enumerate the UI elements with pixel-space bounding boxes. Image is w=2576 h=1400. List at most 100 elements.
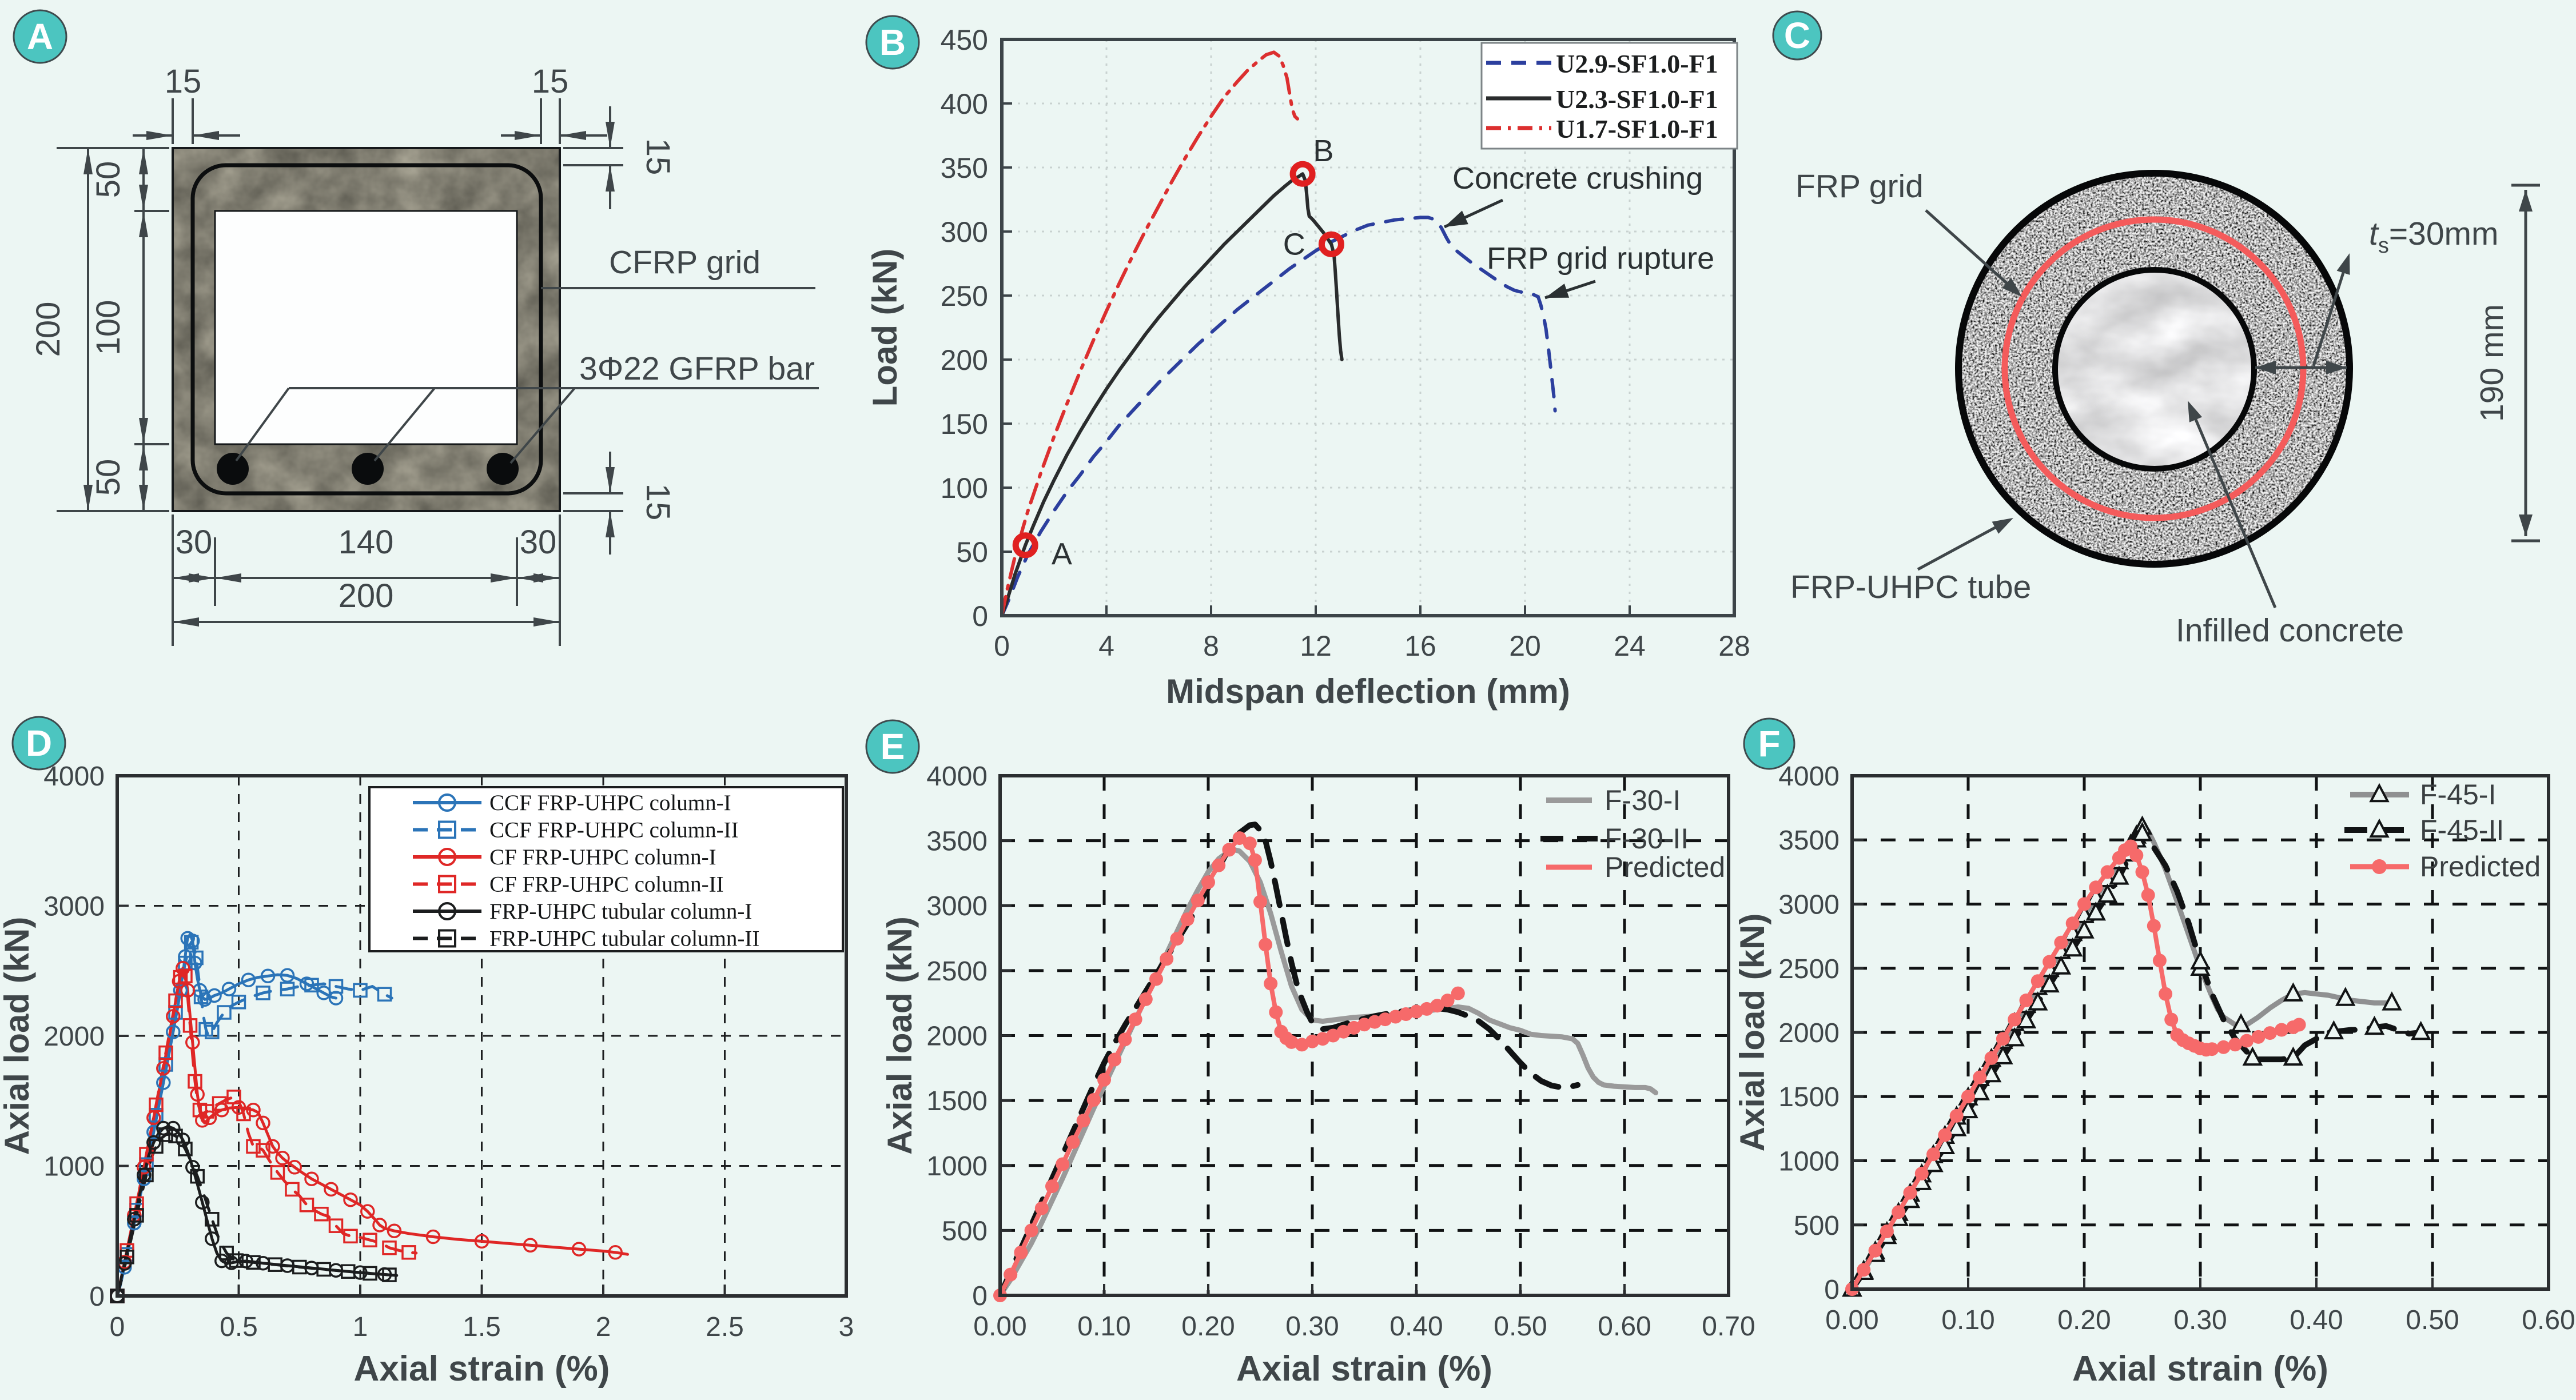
svg-text:FRP-UHPC tubular column-II: FRP-UHPC tubular column-II — [489, 927, 759, 951]
svg-text:0: 0 — [89, 1282, 105, 1312]
svg-text:CFRP grid: CFRP grid — [609, 244, 761, 281]
svg-text:400: 400 — [941, 88, 988, 120]
svg-text:3500: 3500 — [926, 827, 988, 857]
svg-text:3Φ22 GFRP bar: 3Φ22 GFRP bar — [579, 350, 815, 387]
svg-text:0: 0 — [1824, 1275, 1840, 1305]
svg-text:200: 200 — [339, 577, 394, 615]
svg-text:0.10: 0.10 — [1077, 1311, 1130, 1342]
svg-text:U2.9-SF1.0-F1: U2.9-SF1.0-F1 — [1556, 49, 1718, 78]
svg-text:300: 300 — [941, 216, 988, 248]
svg-text:Infilled concrete: Infilled concrete — [2176, 612, 2404, 649]
svg-text:Midspan deflection (mm): Midspan deflection (mm) — [1166, 672, 1570, 711]
svg-text:C: C — [1784, 15, 1810, 56]
svg-text:ts=30mm: ts=30mm — [2369, 216, 2499, 258]
svg-text:3: 3 — [839, 1312, 854, 1342]
svg-text:Axial strain (%): Axial strain (%) — [2072, 1349, 2328, 1389]
svg-text:0: 0 — [972, 600, 988, 632]
svg-text:B: B — [1313, 134, 1333, 168]
svg-text:0.10: 0.10 — [1941, 1305, 1994, 1335]
svg-text:3000: 3000 — [1778, 890, 1840, 920]
svg-text:0.70: 0.70 — [1702, 1311, 1755, 1342]
svg-text:2: 2 — [596, 1312, 611, 1342]
svg-text:12: 12 — [1300, 630, 1332, 662]
svg-text:200: 200 — [941, 344, 988, 376]
svg-text:0: 0 — [110, 1312, 125, 1342]
svg-text:0.20: 0.20 — [1181, 1311, 1235, 1342]
svg-text:16: 16 — [1404, 630, 1436, 662]
svg-text:100: 100 — [90, 300, 127, 356]
svg-text:CF FRP-UHPC column-I: CF FRP-UHPC column-I — [489, 845, 716, 869]
svg-text:0.50: 0.50 — [1494, 1311, 1547, 1342]
svg-text:15: 15 — [639, 484, 676, 521]
svg-text:0.50: 0.50 — [2406, 1305, 2459, 1335]
svg-text:4000: 4000 — [1778, 761, 1840, 792]
svg-text:Load (kN): Load (kN) — [866, 249, 904, 407]
svg-text:0: 0 — [994, 630, 1010, 662]
svg-text:350: 350 — [941, 152, 988, 184]
svg-text:50: 50 — [90, 161, 127, 198]
svg-text:15: 15 — [639, 138, 676, 176]
svg-text:140: 140 — [339, 524, 394, 561]
svg-text:Predicted: Predicted — [1604, 851, 1725, 883]
svg-text:500: 500 — [1794, 1211, 1840, 1241]
svg-text:2500: 2500 — [1778, 954, 1840, 984]
svg-text:F-30-II: F-30-II — [1604, 823, 1689, 855]
svg-text:0.60: 0.60 — [2522, 1305, 2575, 1335]
svg-text:FRP-UHPC tubular column-I: FRP-UHPC tubular column-I — [489, 899, 752, 924]
svg-text:FRP-UHPC tube: FRP-UHPC tube — [1790, 569, 2031, 605]
svg-text:24: 24 — [1614, 630, 1646, 662]
svg-text:Axial load (kN): Axial load (kN) — [1733, 914, 1771, 1152]
svg-text:450: 450 — [941, 24, 988, 56]
svg-text:B: B — [879, 22, 906, 63]
svg-text:FRP grid: FRP grid — [1795, 168, 1924, 205]
svg-text:15: 15 — [165, 63, 202, 100]
svg-text:0.20: 0.20 — [2057, 1305, 2111, 1335]
svg-text:FRP grid rupture: FRP grid rupture — [1487, 241, 1714, 276]
svg-text:0.60: 0.60 — [1598, 1311, 1651, 1342]
svg-text:3500: 3500 — [1778, 825, 1840, 856]
svg-text:F-30-I: F-30-I — [1604, 784, 1681, 816]
svg-text:0.30: 0.30 — [1285, 1311, 1339, 1342]
svg-text:1000: 1000 — [926, 1151, 988, 1182]
svg-text:Axial load (kN): Axial load (kN) — [0, 917, 36, 1155]
svg-text:Axial load (kN): Axial load (kN) — [881, 916, 919, 1155]
svg-text:0.5: 0.5 — [220, 1312, 258, 1342]
svg-text:3000: 3000 — [926, 891, 988, 922]
svg-text:1500: 1500 — [1778, 1082, 1840, 1112]
svg-text:2000: 2000 — [1778, 1018, 1840, 1048]
svg-text:1.5: 1.5 — [463, 1312, 501, 1342]
svg-text:500: 500 — [942, 1216, 988, 1246]
svg-text:1: 1 — [353, 1312, 368, 1342]
svg-text:D: D — [26, 723, 52, 764]
svg-text:CF FRP-UHPC column-II: CF FRP-UHPC column-II — [489, 872, 724, 897]
svg-text:0.40: 0.40 — [1389, 1311, 1443, 1342]
svg-text:2000: 2000 — [926, 1022, 988, 1052]
svg-text:1500: 1500 — [926, 1086, 988, 1116]
svg-text:0: 0 — [972, 1281, 988, 1311]
svg-text:U2.3-SF1.0-F1: U2.3-SF1.0-F1 — [1556, 85, 1718, 114]
svg-text:0.00: 0.00 — [1825, 1305, 1878, 1335]
svg-text:U1.7-SF1.0-F1: U1.7-SF1.0-F1 — [1556, 114, 1718, 143]
svg-text:F-45-II: F-45-II — [2420, 814, 2504, 846]
svg-text:0.30: 0.30 — [2173, 1305, 2227, 1335]
svg-text:100: 100 — [941, 472, 988, 504]
svg-text:E: E — [881, 726, 905, 767]
svg-text:28: 28 — [1718, 630, 1750, 662]
svg-text:50: 50 — [90, 459, 127, 496]
svg-text:Concrete crushing: Concrete crushing — [1452, 161, 1703, 196]
svg-text:C: C — [1283, 227, 1305, 261]
svg-text:8: 8 — [1203, 630, 1219, 662]
svg-text:190 mm: 190 mm — [2474, 304, 2510, 422]
svg-text:0.40: 0.40 — [2290, 1305, 2343, 1335]
svg-text:F-45-I: F-45-I — [2420, 779, 2496, 811]
svg-text:250: 250 — [941, 280, 988, 312]
svg-text:30: 30 — [176, 524, 213, 561]
svg-text:A: A — [27, 16, 53, 57]
svg-text:15: 15 — [532, 63, 569, 100]
svg-text:200: 200 — [30, 302, 67, 357]
svg-text:1000: 1000 — [43, 1152, 105, 1182]
svg-text:4000: 4000 — [926, 761, 988, 792]
svg-text:2000: 2000 — [43, 1022, 105, 1052]
svg-text:CCF FRP-UHPC column-I: CCF FRP-UHPC column-I — [489, 791, 731, 815]
svg-text:A: A — [1052, 537, 1072, 571]
